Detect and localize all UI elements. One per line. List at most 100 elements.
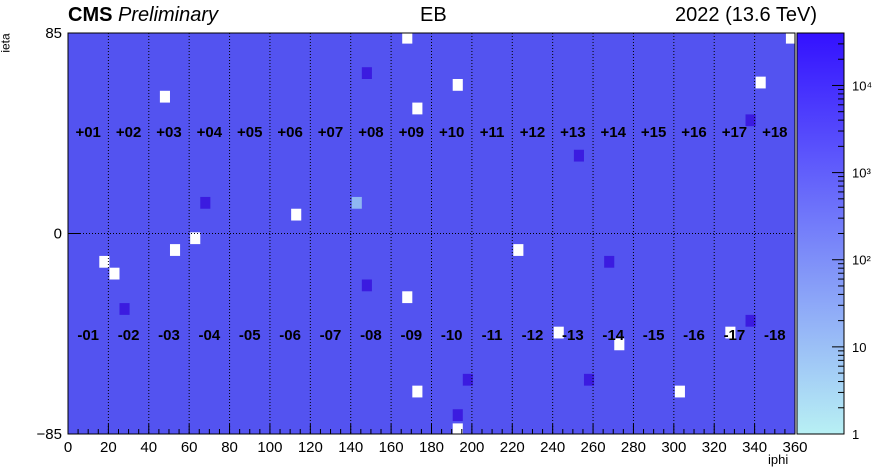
- supermodule-label: +17: [722, 124, 747, 141]
- dead-tower: [755, 76, 766, 89]
- x-tick-label: 100: [257, 439, 282, 456]
- x-tick-label: 200: [459, 439, 484, 456]
- preliminary-label: Preliminary: [118, 4, 219, 26]
- x-tick-label: 280: [621, 439, 646, 456]
- supermodule-label: -13: [562, 327, 584, 344]
- dead-tower: [159, 90, 170, 103]
- colorbar-tick-label: 10⁴: [852, 78, 872, 93]
- x-tick-label: 120: [298, 439, 323, 456]
- x-tick-label: 260: [581, 439, 606, 456]
- supermodule-label: +06: [277, 124, 302, 141]
- dead-tower: [109, 267, 120, 280]
- run-energy-label: 2022 (13.6 TeV): [675, 4, 817, 26]
- x-tick-label: 20: [100, 439, 117, 456]
- dead-tower: [402, 33, 413, 44]
- supermodule-label: +15: [641, 124, 666, 141]
- dead-tower: [190, 232, 201, 245]
- supermodule-label: +03: [156, 124, 181, 141]
- x-tick-label: 180: [419, 439, 444, 456]
- supermodule-label: -11: [482, 327, 503, 344]
- dead-tower: [412, 102, 423, 115]
- supermodule-label: +10: [439, 124, 464, 141]
- supermodule-label: -08: [360, 327, 382, 344]
- x-axis-label: iphi: [768, 452, 789, 467]
- dead-tower: [291, 208, 302, 221]
- hot-tower: [462, 373, 473, 386]
- supermodule-label: -03: [158, 327, 180, 344]
- dead-tower: [513, 244, 524, 256]
- supermodule-label: -06: [279, 327, 301, 344]
- hot-tower: [452, 409, 463, 422]
- dead-tower: [725, 326, 736, 339]
- colorbar-tick-label: 10³: [852, 166, 871, 181]
- y-axis: 85 0 −85: [37, 25, 80, 443]
- x-tick-label: 320: [702, 439, 727, 456]
- supermodule-label: -05: [239, 327, 261, 344]
- hot-tower: [361, 67, 372, 79]
- cms-label: CMS: [68, 4, 113, 26]
- supermodule-label: -10: [441, 327, 463, 344]
- hot-tower: [361, 279, 372, 292]
- x-tick-label: 240: [540, 439, 565, 456]
- x-tick-label: 360: [782, 439, 807, 456]
- supermodule-label: +14: [601, 124, 627, 141]
- supermodule-label: -16: [683, 327, 705, 344]
- supermodule-label: +18: [762, 124, 787, 141]
- supermodule-label: -18: [764, 327, 786, 344]
- y-tick-label: 0: [54, 226, 62, 243]
- x-tick-label: 160: [379, 439, 404, 456]
- supermodule-label: +09: [399, 124, 424, 141]
- hot-tower: [573, 149, 584, 162]
- dead-tower: [169, 244, 181, 256]
- dead-tower: [452, 423, 463, 434]
- dead-tower: [614, 338, 625, 351]
- x-axis: 0 20 40 60 80 100 120 140 160 180 200 220 240 260 280 3…: [64, 424, 808, 456]
- dead-tower: [674, 385, 685, 398]
- x-tick-label: 140: [338, 439, 363, 456]
- supermodule-label: +13: [560, 124, 585, 141]
- x-tick-label: 80: [221, 439, 238, 456]
- supermodule-label: -12: [522, 327, 544, 344]
- x-tick-label: 220: [500, 439, 525, 456]
- dead-tower: [785, 33, 795, 44]
- dead-tower: [452, 78, 463, 91]
- supermodule-label: +08: [358, 124, 383, 141]
- supermodule-label: -07: [320, 327, 342, 344]
- x-tick-label: 60: [181, 439, 198, 456]
- supermodule-grid: [68, 33, 795, 434]
- x-tick-label: 0: [64, 439, 72, 456]
- dead-tower: [553, 326, 564, 339]
- hot-tower: [200, 196, 211, 209]
- supermodule-label: -01: [77, 327, 99, 344]
- supermodule-label: +05: [237, 124, 262, 141]
- supermodule-label: -02: [118, 327, 140, 344]
- supermodule-label: -09: [400, 327, 422, 344]
- dead-tower: [99, 255, 110, 268]
- supermodule-label: -04: [199, 327, 221, 344]
- hot-tower: [604, 255, 615, 268]
- y-tick-label: −85: [37, 426, 62, 443]
- hot-tower: [119, 303, 130, 315]
- warm-tower: [351, 196, 362, 209]
- colorbar-tick-label: 1: [852, 427, 859, 442]
- colorbar-axis: 1 10 10² 10³ 10⁴: [832, 32, 872, 442]
- dead-tower: [412, 385, 423, 398]
- supermodule-label: +07: [318, 124, 343, 141]
- x-tick-label: 40: [140, 439, 157, 456]
- supermodule-labels: +01 +02 +03 +04 +05 +06 +07 +08 +09 +10 +11 +12 +13 +…: [75, 124, 787, 344]
- colorbar-tick-label: 10²: [852, 253, 871, 268]
- hot-tower: [745, 314, 756, 327]
- x-tick-label: 340: [742, 439, 767, 456]
- dead-tower: [402, 291, 413, 304]
- supermodule-label: -14: [602, 327, 624, 344]
- supermodule-label: +04: [197, 124, 223, 141]
- hot-tower: [583, 373, 595, 386]
- y-tick-label: 85: [45, 25, 62, 42]
- colorbar-tick-label: 10: [852, 340, 866, 355]
- subdetector-label: EB: [420, 4, 447, 26]
- colorbar: [796, 32, 845, 435]
- supermodule-label: -15: [643, 327, 665, 344]
- supermodule-label: +16: [681, 124, 706, 141]
- supermodule-label: +02: [116, 124, 141, 141]
